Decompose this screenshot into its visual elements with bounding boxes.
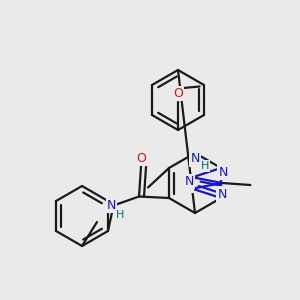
Text: N: N — [218, 166, 228, 178]
Text: N: N — [107, 199, 116, 212]
Text: N: N — [185, 175, 194, 188]
Text: N: N — [217, 188, 227, 200]
Text: H: H — [116, 209, 125, 220]
Text: N: N — [184, 179, 193, 192]
Text: O: O — [136, 152, 146, 165]
Text: H: H — [201, 161, 209, 171]
Text: O: O — [173, 87, 183, 100]
Text: N: N — [190, 152, 200, 166]
